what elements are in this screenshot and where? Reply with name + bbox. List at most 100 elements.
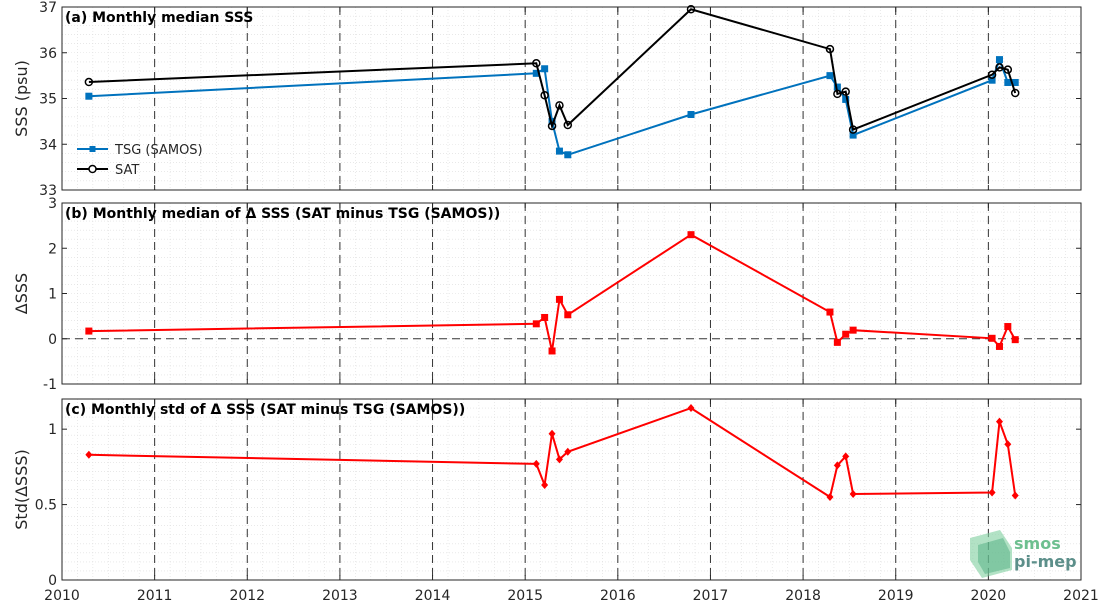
data-point [555,455,563,464]
data-point [988,76,996,84]
data-point [85,92,93,100]
data-point [826,308,834,316]
series-delta [85,404,1019,502]
x-tick-label: 2020 [971,588,1007,604]
x-tick-label: 2016 [600,588,636,604]
data-point [1010,88,1020,98]
data-point [849,326,857,334]
data-point [988,488,996,497]
data-point [541,65,549,73]
data-point [532,459,540,468]
logo-text-smos: smos [1014,534,1061,553]
x-tick-label: 2010 [44,588,80,604]
data-point [541,480,549,489]
data-point [548,429,556,438]
data-point [563,120,573,130]
data-point [85,327,93,335]
data-point [848,125,858,134]
data-point [826,72,834,80]
data-point [842,330,850,338]
data-point [532,59,541,68]
data-point [564,311,572,319]
series-line [88,233,1017,352]
x-tick-label: 2017 [693,588,729,604]
data-point [841,87,850,96]
data-point [833,461,841,470]
y-tick-label: 0 [48,332,57,348]
panel-title: (a) Monthly median SSS [65,10,253,26]
y-tick-label: 1 [48,287,57,303]
data-point [564,447,572,456]
data-point [687,231,695,239]
y-tick-label: 3 [48,196,57,212]
y-tick-label: 37 [39,0,57,16]
data-point [995,56,1003,64]
y-tick-label: 1 [48,422,57,438]
y-tick-label: -1 [43,377,57,393]
panel-2: -1 0 1 2 3 ΔSSS (b) Monthly median of Δ SSS (S… [12,196,1082,393]
data-point [548,347,556,355]
data-point [1011,491,1019,500]
legend-marker [89,146,96,152]
legend-label: TSG (SAMOS) [114,143,203,158]
legend-marker [88,164,97,174]
data-point [687,404,695,413]
panel-3: 0 0.5 1 2010 2011 2012 2013 2014 2015 2016 2017 201… [12,398,1099,604]
x-tick-label: 2013 [322,588,358,604]
series-delta [85,231,1019,355]
data-point [564,151,572,159]
panel-1: 33 34 35 36 37 SSS (psu) (a) Monthly median SS… [12,0,1082,199]
y-tick-label: 0 [48,573,57,589]
panel-title: (b) Monthly median of Δ SSS (SAT minus T… [65,206,500,222]
data-point [84,77,94,87]
data-point [687,111,695,119]
x-tick-label: 2019 [878,588,914,604]
data-point [1004,78,1012,86]
logo-text-pimep: pi-mep [1014,552,1077,571]
data-point [555,147,563,155]
data-point [826,493,834,502]
data-point [849,490,857,499]
data-point [995,342,1003,350]
y-axis-label: ΔSSS [12,273,31,314]
data-point [825,44,835,54]
data-point [995,63,1004,72]
data-point [85,450,93,459]
series-sat [84,5,1020,134]
grid [61,398,1082,581]
x-tick-label: 2014 [415,588,451,604]
y-tick-label: 35 [39,92,57,108]
data-point [547,121,557,131]
legend-label: SAT [115,163,139,178]
series-tsg-samos [85,56,1019,159]
y-axis-label: SSS (psu) [12,60,31,137]
data-point [1011,336,1019,344]
x-tick-label: 2018 [785,588,821,604]
series-line [88,8,1017,131]
data-point [555,295,563,303]
data-point [987,70,997,79]
data-point [833,89,842,99]
data-point [540,91,549,100]
x-tick-label: 2012 [229,588,265,604]
y-tick-label: 33 [39,183,57,199]
panel-title: (c) Monthly std of Δ SSS (SAT minus TSG … [65,402,465,418]
y-axis-label: Std(ΔSSS) [12,449,31,529]
data-point [532,320,540,328]
data-point [842,452,850,461]
logo: smos pi-mep [970,530,1077,578]
logo-mark-icon [970,530,1012,578]
y-tick-label: 2 [48,241,57,257]
data-point [849,131,857,139]
y-tick-label: 34 [39,137,57,153]
data-point [1003,65,1013,74]
y-tick-label: 36 [39,46,57,62]
x-tick-label: 2011 [137,588,173,604]
data-point [541,313,549,321]
y-tick-label: 0.5 [35,498,57,514]
legend: TSG (SAMOS) SAT [77,143,203,178]
series-line [88,56,1016,156]
grid [61,6,1082,191]
data-point [686,5,696,14]
